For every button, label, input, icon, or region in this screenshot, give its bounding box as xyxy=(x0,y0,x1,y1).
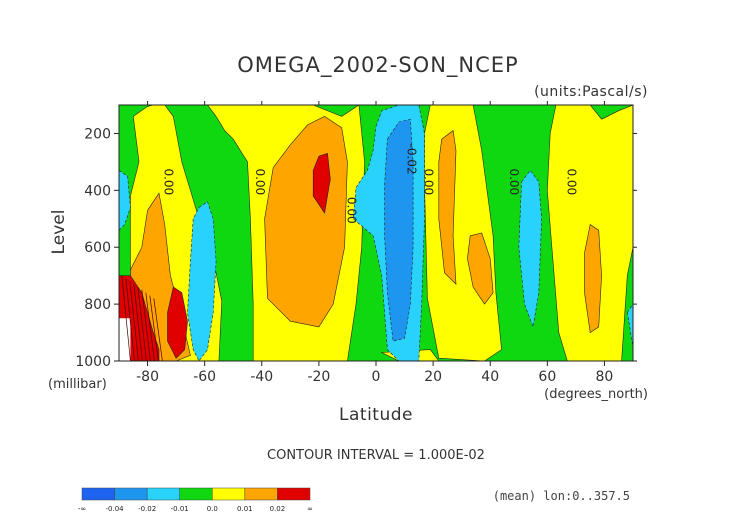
colorbar: -∞ -0.04 -0.02 -0.01 0.0 0.01 0.02 ∞ xyxy=(78,487,313,513)
x-tick-label: -60 xyxy=(193,369,216,385)
hatch-line xyxy=(125,278,135,361)
x-tick-label: -40 xyxy=(250,369,273,385)
contour-value-label: 0.00 xyxy=(507,168,521,195)
hatch-line xyxy=(153,298,163,361)
colorbar-swatch xyxy=(114,487,148,501)
colorbar-swatch xyxy=(212,487,246,501)
colorbar-tick-label: 0.0 xyxy=(207,505,218,513)
x-unit-label: (degrees_north) xyxy=(544,387,648,402)
contour-region-cyan-15 xyxy=(187,201,217,361)
x-axis-label: Latitude xyxy=(339,405,413,425)
contour-fills xyxy=(119,105,633,361)
y-unit-label: (millibar) xyxy=(48,377,107,392)
contour-value-label: 0.00 xyxy=(162,168,176,195)
y-tick-label: 200 xyxy=(84,126,111,142)
units-label: (units:Pascal/s) xyxy=(534,84,648,100)
contour-region-cyan-18 xyxy=(626,303,633,347)
contour-region-midblue-19 xyxy=(384,118,414,342)
hatch-line xyxy=(141,289,151,361)
contour-value-label: 0.00 xyxy=(253,168,267,195)
contour-value-label: 0.00 xyxy=(422,168,436,195)
colorbar-swatch xyxy=(277,487,311,501)
chart-title: OMEGA_2002-SON_NCEP xyxy=(237,53,518,78)
contour-region-cyan-17 xyxy=(518,169,542,329)
y-tick-label: 800 xyxy=(84,297,111,313)
red-hatching xyxy=(121,275,163,361)
colorbar-swatch xyxy=(81,487,115,501)
colorbar-tick-label: -∞ xyxy=(78,505,86,513)
contour-value-label: 0.00 xyxy=(344,197,358,224)
undefined-data-region xyxy=(119,318,131,361)
x-tick-label: -80 xyxy=(136,369,159,385)
hatch-line xyxy=(129,281,139,361)
hatch-line xyxy=(145,292,155,361)
footer-note: (mean) lon:0..357.5 xyxy=(493,489,630,503)
x-tick-label: 40 xyxy=(481,369,499,385)
y-tick-label: 1000 xyxy=(75,354,111,370)
colorbar-swatch xyxy=(146,487,180,501)
x-tick-label: 60 xyxy=(538,369,556,385)
contour-region-orange-8 xyxy=(438,130,457,285)
hatch-line xyxy=(149,295,159,361)
colorbar-tick-label: 0.02 xyxy=(270,505,286,513)
plot-area: -80 -60 -40 -20 0 20 40 60 80 200 400 600 800 1000 0.0… xyxy=(75,101,637,385)
contour-region-orange-10 xyxy=(584,224,602,334)
colorbar-tick-label: ∞ xyxy=(307,505,313,513)
y-axis-label: Level xyxy=(49,210,69,255)
contour-interval-text: CONTOUR INTERVAL = 1.000E-02 xyxy=(267,448,485,463)
colorbar-tick-label: 0.01 xyxy=(237,505,253,513)
colorbar-swatch xyxy=(179,487,213,501)
x-tick-label: -20 xyxy=(307,369,330,385)
contour-value-label: 0.00 xyxy=(564,168,578,195)
colorbar-tick-label: -0.02 xyxy=(138,505,156,513)
contour-region-red-11 xyxy=(312,153,331,214)
contour-region-red-12 xyxy=(167,286,188,359)
hatch-line xyxy=(133,284,143,361)
contour-value-label: -0.02 xyxy=(404,144,418,175)
colorbar-tick-label: -0.04 xyxy=(106,505,125,513)
colorbar-tick-label: -0.01 xyxy=(171,505,189,513)
contour-region-cyan-14 xyxy=(119,170,131,231)
colorbar-swatch xyxy=(244,487,278,501)
y-tick-label: 600 xyxy=(84,240,111,256)
hatch-line xyxy=(121,275,131,361)
hatch-line xyxy=(137,287,147,361)
x-tick-label: 0 xyxy=(372,369,381,385)
x-tick-label: 20 xyxy=(424,369,442,385)
x-tick-label: 80 xyxy=(596,369,614,385)
y-tick-label: 400 xyxy=(84,183,111,199)
contour-region-orange-9 xyxy=(467,232,494,305)
